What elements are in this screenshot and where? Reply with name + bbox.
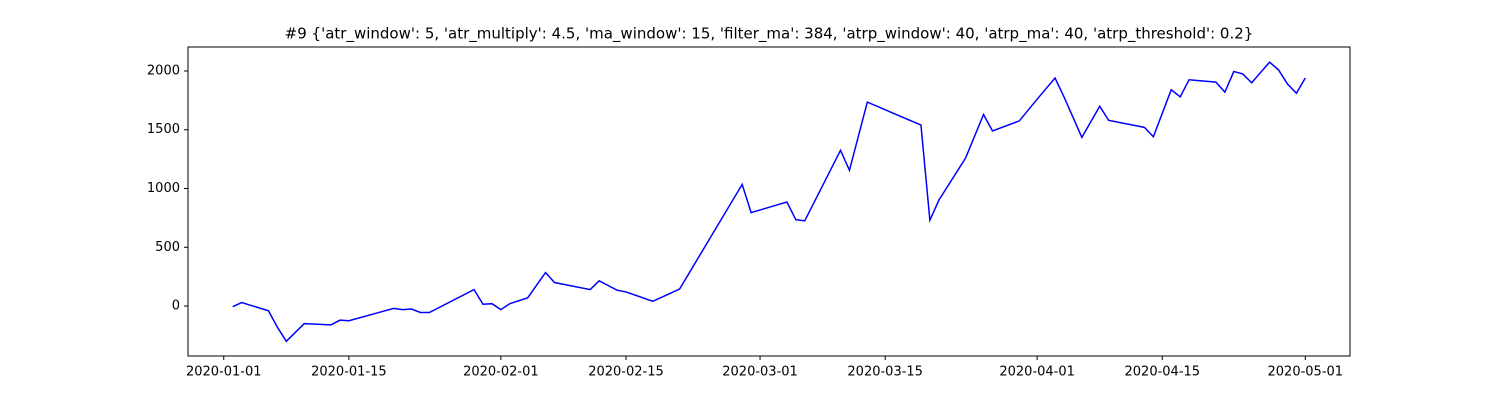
axes-frame — [187, 46, 1351, 357]
x-tick-label: 2020-02-15 — [588, 365, 664, 380]
y-tick-label: 1500 — [147, 122, 180, 137]
data-line — [232, 61, 1306, 343]
x-tick-label: 2020-05-01 — [1268, 365, 1344, 380]
x-tick-label: 2020-04-01 — [999, 365, 1075, 380]
x-tick-label: 2020-01-15 — [311, 365, 387, 380]
y-tick-label: 2000 — [147, 63, 180, 78]
y-tick-label: 1000 — [147, 181, 180, 196]
x-tick-label: 2020-03-15 — [847, 365, 923, 380]
x-tick-label: 2020-01-01 — [186, 365, 262, 380]
x-tick-label: 2020-02-01 — [463, 365, 539, 380]
y-tick-label: 500 — [155, 240, 180, 255]
x-tick-label: 2020-04-15 — [1125, 365, 1201, 380]
chart-title: #9 {'atr_window': 5, 'atr_multiply': 4.5… — [285, 25, 1254, 44]
x-tick-label: 2020-03-01 — [722, 365, 798, 380]
y-tick-label: 0 — [172, 299, 180, 314]
